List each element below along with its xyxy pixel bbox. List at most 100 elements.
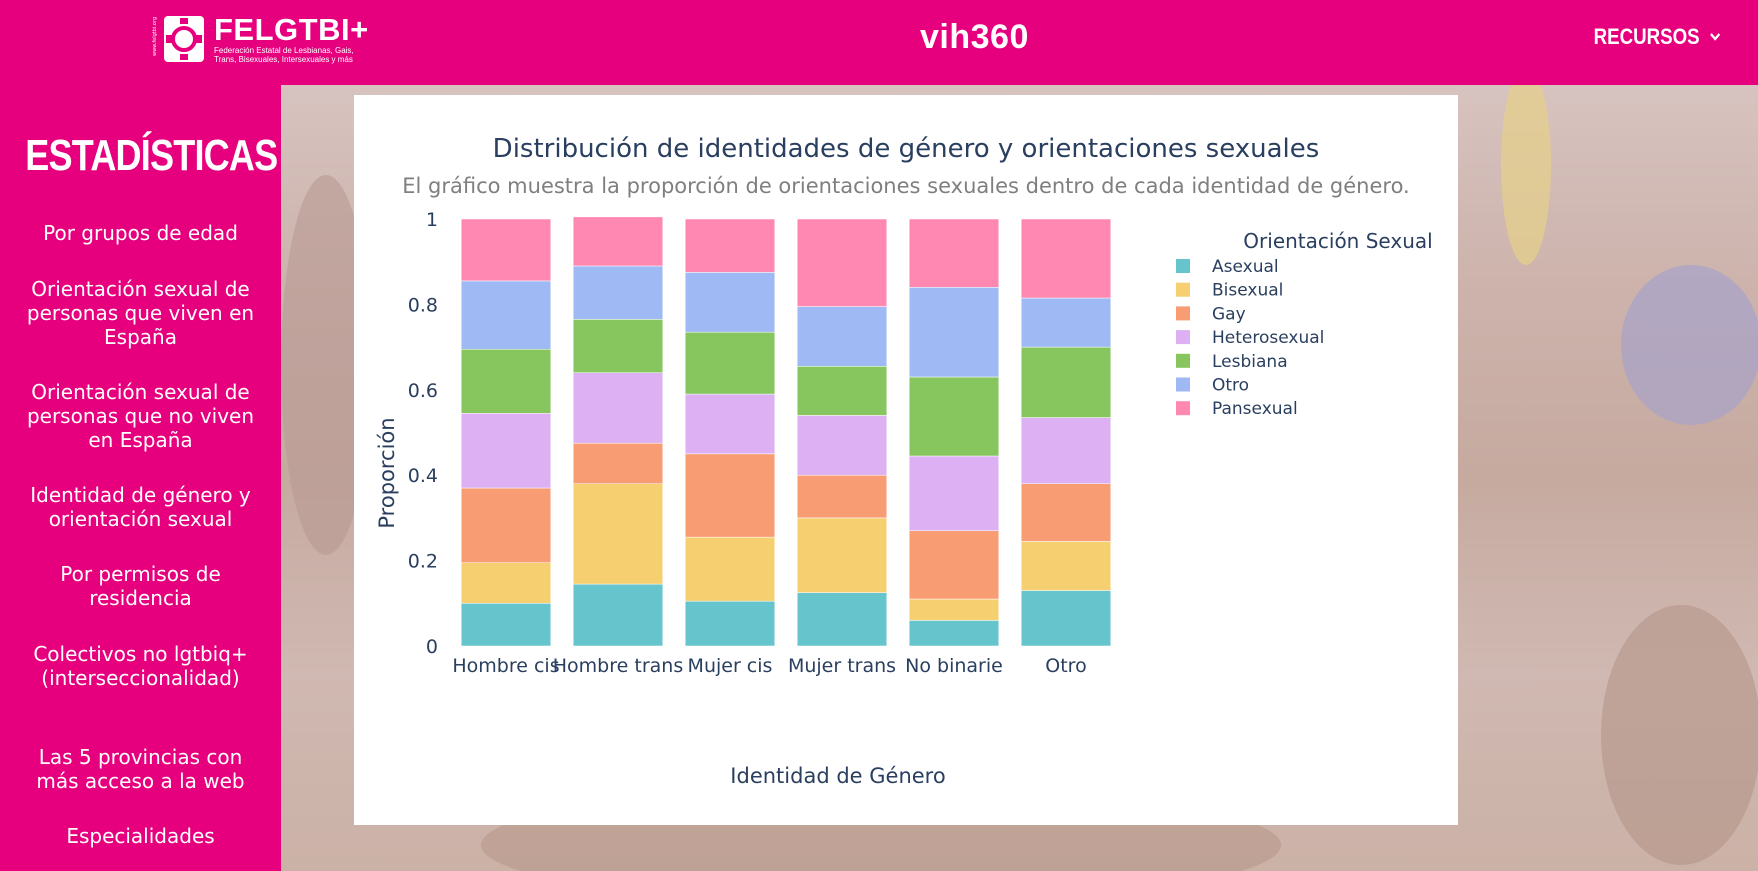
sidebar-item-orientation-outside-spain[interactable]: Orientación sexual de personas que no vi…	[26, 380, 255, 452]
legend-swatch[interactable]	[1176, 353, 1190, 368]
bar-segment-lesbiana[interactable]	[460, 348, 552, 414]
bar-segment-otro[interactable]	[1020, 297, 1112, 348]
x-tick-label: Mujer trans	[788, 655, 896, 677]
bars	[460, 216, 1112, 647]
legend-label[interactable]: Gay	[1212, 304, 1246, 324]
legend-label[interactable]: Heterosexual	[1212, 328, 1324, 348]
sidebar-item-orientation-spain[interactable]: Orientación sexual de personas que viven…	[26, 277, 255, 349]
felgtbi-emblem-icon: www.felgtbi.org	[152, 16, 204, 62]
bar-segment-pansexual[interactable]	[572, 216, 664, 267]
bar-segment-gay[interactable]	[796, 474, 888, 519]
legend: Asexual Bisexual Gay Heterosexual Lesbiana Ot…	[1176, 257, 1324, 419]
bar-segment-heterosexual[interactable]	[460, 413, 552, 489]
bar-segment-bisexual[interactable]	[908, 598, 1000, 621]
sidebar: ESTADÍSTICAS Por grupos de edad Orientac…	[0, 85, 281, 871]
bar-segment-lesbiana[interactable]	[572, 319, 664, 373]
bar-segment-otro[interactable]	[460, 280, 552, 350]
bar-segment-bisexual[interactable]	[684, 536, 776, 602]
logo-name: FELGTBI+	[214, 12, 369, 47]
sidebar-item-specialties[interactable]: Especialidades	[66, 824, 215, 848]
bar-segment-asexual[interactable]	[460, 603, 552, 647]
resources-menu-button[interactable]: RECURSOS	[1594, 24, 1722, 50]
bar-segment-gay[interactable]	[460, 487, 552, 563]
legend-swatch[interactable]	[1176, 306, 1190, 321]
legend-swatch[interactable]	[1176, 330, 1190, 345]
legend-label[interactable]: Asexual	[1212, 257, 1279, 277]
legend-label[interactable]: Bisexual	[1212, 281, 1283, 301]
y-tick-label: 0.6	[408, 380, 438, 402]
bar-segment-otro[interactable]	[908, 287, 1000, 378]
photo-person-shape	[1621, 265, 1758, 425]
sidebar-item-residence-permits[interactable]: Por permisos de residencia	[60, 562, 221, 610]
bar-segment-pansexual[interactable]	[460, 218, 552, 282]
bar-segment-bisexual[interactable]	[572, 483, 664, 585]
bar-segment-heterosexual[interactable]	[684, 393, 776, 455]
stacked-bar-chart: Distribución de identidades de género y …	[375, 134, 1433, 788]
bar-segment-asexual[interactable]	[1020, 590, 1112, 647]
bar-segment-otro[interactable]	[684, 272, 776, 333]
x-axis-label: Identidad de Género	[730, 764, 945, 788]
y-axis-ticks: 0 0.2 0.4 0.6 0.8 1	[408, 209, 438, 658]
sidebar-item-top-provinces[interactable]: Las 5 provincias con más acceso a la web	[36, 745, 245, 793]
bar-segment-lesbiana[interactable]	[796, 366, 888, 416]
bar-segment-asexual[interactable]	[572, 583, 664, 647]
bar-segment-bisexual[interactable]	[1020, 541, 1112, 591]
bar-segment-gay[interactable]	[572, 442, 664, 484]
bar-segment-pansexual[interactable]	[908, 218, 1000, 288]
sidebar-title: ESTADÍSTICAS	[25, 131, 278, 180]
chevron-down-icon	[1710, 33, 1721, 41]
bar-segment-bisexual[interactable]	[460, 562, 552, 604]
y-tick-label: 0.2	[408, 551, 438, 573]
bar-segment-heterosexual[interactable]	[572, 372, 664, 444]
chart-title: Distribución de identidades de género y …	[493, 134, 1320, 164]
resources-label: RECURSOS	[1593, 24, 1700, 49]
legend-swatch[interactable]	[1176, 259, 1190, 273]
felgtbi-logo[interactable]: www.felgtbi.org FELGTBI+ Federación Esta…	[150, 12, 369, 66]
site-title[interactable]: vih360	[920, 18, 1029, 56]
bar-segment-gay[interactable]	[908, 530, 1000, 600]
chart-card: Distribución de identidades de género y …	[354, 95, 1458, 825]
bar-segment-asexual[interactable]	[796, 592, 888, 647]
x-tick-label: Otro	[1045, 655, 1086, 677]
photo-person-shape	[1601, 605, 1758, 865]
bar-segment-bisexual[interactable]	[796, 517, 888, 593]
x-tick-label: Mujer cis	[688, 655, 773, 677]
top-navbar: www.felgtbi.org FELGTBI+ Federación Esta…	[0, 0, 1758, 85]
x-tick-label: No binarie	[905, 655, 1003, 677]
bar-segment-pansexual[interactable]	[1020, 218, 1112, 299]
y-tick-label: 0.8	[408, 294, 438, 316]
legend-swatch[interactable]	[1176, 401, 1190, 416]
logo-vertical-text: www.felgtbi.org	[152, 17, 158, 56]
legend-swatch[interactable]	[1176, 377, 1190, 392]
y-tick-label: 0	[426, 636, 438, 658]
sidebar-item-gender-orientation[interactable]: Identidad de género y orientación sexual	[30, 483, 251, 531]
bar-segment-lesbiana[interactable]	[684, 331, 776, 395]
bar-segment-heterosexual[interactable]	[1020, 417, 1112, 484]
legend-label[interactable]: Pansexual	[1212, 399, 1298, 419]
bar-segment-heterosexual[interactable]	[908, 455, 1000, 531]
x-tick-label: Hombre trans	[553, 655, 683, 677]
y-tick-label: 0.4	[408, 465, 438, 487]
photo-curtain-shape	[1501, 85, 1551, 265]
bar-segment-asexual[interactable]	[908, 620, 1000, 647]
logo-subtitle: Federación Estatal de Lesbianas, Gais, T…	[214, 46, 354, 64]
bar-segment-otro[interactable]	[796, 306, 888, 367]
legend-title: Orientación Sexual	[1243, 229, 1432, 253]
legend-label[interactable]: Otro	[1212, 376, 1249, 396]
sidebar-item-age-groups[interactable]: Por grupos de edad	[43, 221, 238, 245]
legend-label[interactable]: Lesbiana	[1212, 352, 1288, 372]
bar-segment-lesbiana[interactable]	[908, 376, 1000, 457]
bar-segment-otro[interactable]	[572, 265, 664, 320]
bar-segment-heterosexual[interactable]	[796, 415, 888, 476]
chart-subtitle: El gráfico muestra la proporción de orie…	[402, 174, 1409, 198]
legend-swatch[interactable]	[1176, 282, 1190, 297]
bar-segment-lesbiana[interactable]	[1020, 346, 1112, 418]
x-tick-label: Hombre cis	[452, 655, 559, 677]
bar-segment-gay[interactable]	[684, 453, 776, 538]
bar-segment-pansexual[interactable]	[684, 218, 776, 273]
bar-segment-pansexual[interactable]	[796, 218, 888, 307]
bar-segment-gay[interactable]	[1020, 483, 1112, 542]
sidebar-item-intersectionality[interactable]: Colectivos no lgtbiq+ (interseccionalida…	[33, 642, 248, 690]
bar-segment-asexual[interactable]	[684, 600, 776, 647]
